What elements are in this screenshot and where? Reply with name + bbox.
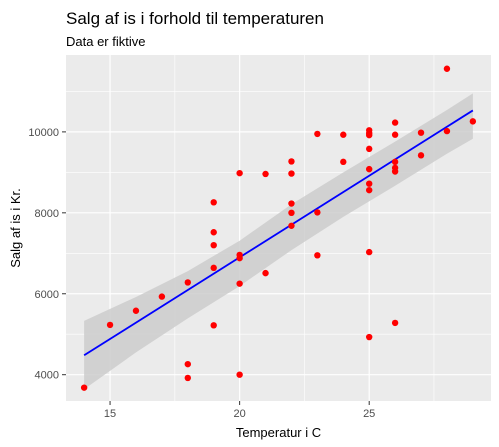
- data-point: [366, 186, 373, 194]
- data-point: [391, 131, 399, 138]
- data-point: [366, 165, 373, 173]
- data-point: [210, 199, 217, 206]
- data-point: [366, 145, 373, 153]
- y-tick-label: 6000: [35, 289, 59, 301]
- data-point: [469, 118, 477, 125]
- data-point: [106, 321, 114, 329]
- data-point: [184, 279, 191, 286]
- confidence-band: [84, 93, 473, 390]
- chart-subtitle: Data er fiktive: [66, 34, 145, 49]
- y-tick-label: 4000: [35, 370, 59, 382]
- x-axis-title: Temperatur i C: [236, 425, 321, 440]
- data-point: [158, 293, 166, 300]
- data-point: [391, 158, 399, 166]
- data-point: [80, 384, 88, 391]
- data-point: [236, 280, 243, 287]
- data-point: [236, 371, 243, 378]
- data-point: [417, 152, 425, 159]
- data-point: [210, 264, 217, 272]
- data-point: [210, 322, 217, 329]
- data-point: [288, 209, 295, 217]
- data-point: [443, 65, 451, 72]
- x-tick-label: 15: [104, 408, 116, 420]
- data-point: [262, 269, 269, 277]
- data-point: [366, 180, 373, 187]
- data-point: [288, 158, 295, 165]
- y-axis-title: Salg af is i Kr.: [8, 188, 23, 267]
- data-point: [314, 209, 321, 216]
- data-point: [417, 129, 425, 136]
- grid-lines: [66, 55, 491, 401]
- data-point: [366, 248, 373, 256]
- data-point: [391, 119, 399, 126]
- data-point: [184, 360, 191, 368]
- data-points: [80, 65, 477, 391]
- y-tick-label: 10000: [28, 127, 59, 139]
- data-point: [288, 200, 295, 207]
- chart-title: Salg af is i forhold til temperaturen: [66, 9, 324, 28]
- data-point: [236, 254, 243, 262]
- data-point: [132, 307, 140, 314]
- data-point: [366, 131, 373, 139]
- data-point: [314, 252, 321, 259]
- y-tick-label: 8000: [35, 208, 59, 220]
- data-point: [443, 127, 451, 135]
- data-point: [391, 168, 399, 175]
- data-point: [288, 170, 295, 177]
- data-point: [340, 131, 347, 138]
- data-point: [262, 170, 269, 178]
- data-point: [366, 333, 373, 341]
- data-point: [391, 319, 399, 327]
- data-point: [236, 169, 243, 177]
- trend-line-group: [83, 109, 474, 357]
- x-tick-label: 25: [363, 408, 375, 420]
- x-tick-label: 20: [234, 408, 246, 420]
- confidence-band-area: [84, 93, 473, 390]
- trend-line: [83, 109, 474, 357]
- data-point: [184, 374, 191, 382]
- data-point: [210, 241, 217, 249]
- y-axis-ticks: 4000 6000 8000 10000: [28, 127, 66, 382]
- data-point: [314, 130, 321, 138]
- data-point: [288, 222, 295, 229]
- data-point: [210, 229, 217, 236]
- x-axis-ticks: 15 20 25: [104, 401, 375, 420]
- data-point: [340, 158, 347, 166]
